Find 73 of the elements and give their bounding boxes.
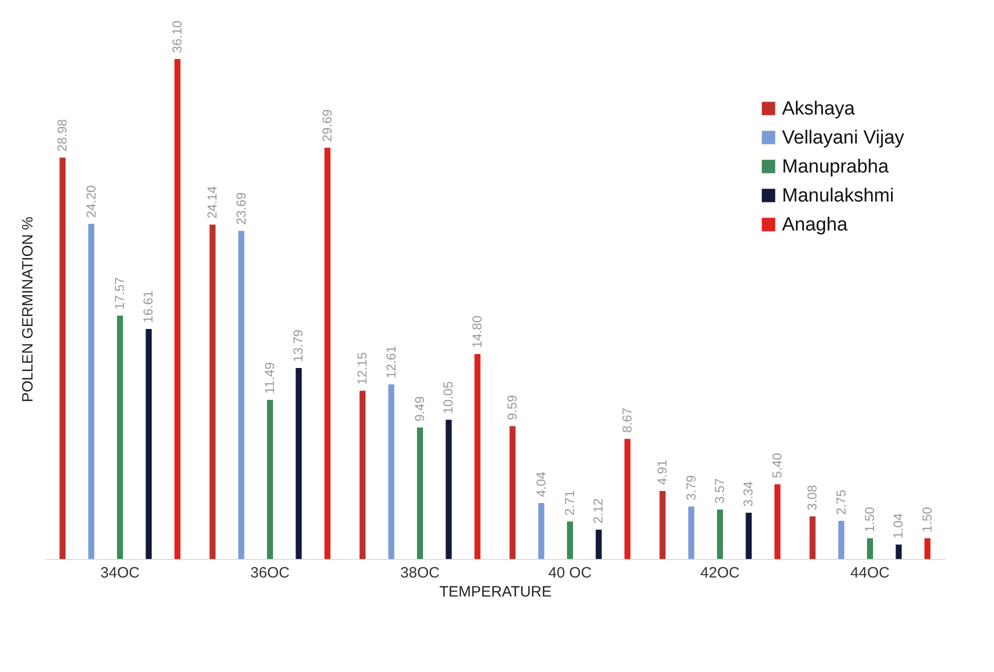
bar: [924, 538, 930, 559]
legend-label: Anagha: [782, 214, 848, 236]
data-label: 2.71: [562, 490, 577, 516]
x-axis-title: TEMPERATURE: [439, 584, 552, 600]
data-label: 24.20: [83, 185, 98, 218]
data-label: 12.15: [354, 352, 370, 385]
y-axis-title: POLLEN GERMINATION %: [20, 216, 36, 402]
bar: [360, 390, 366, 559]
data-label: 23.69: [233, 192, 248, 225]
data-label: 10.05: [440, 381, 456, 414]
bar: [88, 224, 94, 559]
data-label: 2.12: [590, 498, 606, 524]
bar: [538, 503, 544, 559]
bar: [296, 368, 302, 559]
data-label: 3.57: [712, 478, 727, 504]
data-label: 12.61: [383, 346, 398, 378]
bar: [596, 530, 602, 559]
data-label: 2.75: [833, 490, 848, 515]
bar: [146, 328, 152, 559]
legend-label: Vellayani Vijay: [782, 128, 905, 148]
bar: [238, 230, 244, 559]
data-label: 1.04: [890, 513, 906, 539]
bar: [510, 426, 516, 559]
bar: [446, 420, 452, 559]
bar: [624, 438, 630, 559]
bar: [174, 59, 180, 559]
data-label: 9.49: [412, 396, 427, 422]
data-label: 1.50: [919, 506, 934, 532]
bar: [717, 510, 723, 559]
x-tick-label: 44OC: [850, 564, 890, 582]
data-label: 3.34: [740, 481, 756, 507]
bar: [388, 384, 394, 559]
data-label: 4.91: [654, 460, 670, 485]
data-label: 9.59: [504, 394, 520, 420]
legend-label: Akshaya: [782, 98, 856, 120]
bar: [60, 158, 66, 559]
data-label: 29.69: [319, 109, 334, 142]
data-label: 17.57: [112, 277, 127, 310]
bar: [838, 520, 844, 559]
bar: [567, 521, 573, 559]
bar: [867, 538, 873, 559]
data-label: 11.49: [262, 362, 277, 394]
data-label: 8.67: [619, 408, 634, 433]
data-label: 28.98: [54, 119, 70, 152]
legend-label: Manuprabha: [782, 156, 890, 178]
legend-label: Manulakshmi: [782, 186, 894, 206]
data-label: 4.04: [533, 472, 548, 498]
data-label: 24.14: [204, 186, 220, 219]
bar: [746, 512, 752, 559]
bar: [324, 148, 330, 559]
bar: [474, 354, 480, 559]
data-label: 1.50: [862, 506, 877, 532]
data-label: 3.79: [683, 475, 698, 501]
data-label: 3.08: [804, 485, 820, 510]
bar: [810, 516, 816, 559]
bar: [417, 428, 423, 559]
x-tick-label: 38OC: [400, 564, 440, 582]
bar: [267, 400, 273, 559]
bar: [210, 224, 216, 559]
x-tick-label: 34OC: [100, 564, 140, 582]
data-label: 13.79: [290, 329, 306, 362]
bar: [896, 544, 902, 559]
data-label: 36.10: [169, 20, 184, 53]
data-label: 14.80: [469, 315, 484, 348]
data-label: 16.61: [140, 290, 156, 323]
bar: [688, 506, 694, 559]
bar: [774, 484, 780, 559]
bar: [117, 316, 123, 559]
x-tick-label: 40 OC: [548, 564, 592, 582]
bar: [660, 490, 666, 559]
x-tick-label: 42OC: [700, 564, 740, 582]
x-tick-label: 36OC: [250, 564, 290, 582]
data-label: 5.40: [769, 452, 784, 478]
